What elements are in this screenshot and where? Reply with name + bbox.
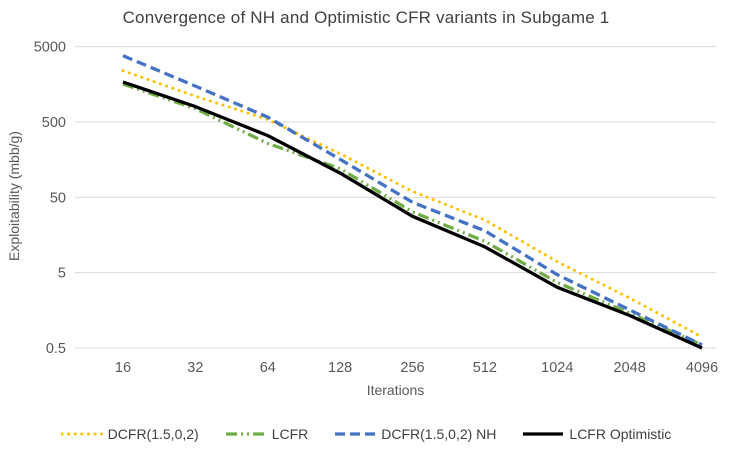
x-tick-label: 1024 <box>541 360 573 376</box>
x-tick-label: 128 <box>328 360 352 376</box>
chart-title: Convergence of NH and Optimistic CFR var… <box>122 8 610 27</box>
legend-label: LCFR Optimistic <box>569 426 672 442</box>
y-tick-label: 0.5 <box>46 341 66 357</box>
y-tick-label: 50 <box>50 190 66 206</box>
y-tick-label: 5000 <box>34 40 66 56</box>
legend-line-sample-icon <box>225 432 266 436</box>
legend-label: DCFR(1.5,0,2) NH <box>381 426 497 442</box>
series-line-lcfr-optimistic <box>122 80 703 350</box>
legend-label: LCFR <box>271 426 309 442</box>
legend-item-lcfr-optimistic[interactable]: LCFR Optimistic <box>522 426 671 442</box>
legend-line-sample-icon <box>523 432 564 436</box>
legend-item-dcfr-1-5-0-2-nh[interactable]: DCFR(1.5,0,2) NH <box>334 426 496 442</box>
plot-area: 5000 500 50 5 0.5 16 32 64 128 256 512 1024 2048 4096 <box>34 40 718 376</box>
legend-line-sample-icon <box>335 432 376 436</box>
series-line-lcfr <box>122 82 703 347</box>
legend: DCFR(1.5,0,2) LCFR DCFR(1.5,0,2) NH LCFR Op… <box>0 426 732 442</box>
y-tick-label: 5 <box>58 266 66 282</box>
x-axis-title: Iterations <box>366 382 425 398</box>
y-axis-title: Exploitability (mbb/g) <box>6 131 22 261</box>
x-tick-label: 256 <box>400 360 424 376</box>
legend-label: DCFR(1.5,0,2) <box>107 426 199 442</box>
legend-line-sample-icon <box>60 432 103 436</box>
x-tick-label: 32 <box>187 360 203 376</box>
x-tick-label: 16 <box>115 360 131 376</box>
legend-item-lcfr[interactable]: LCFR <box>225 426 309 442</box>
x-tick-label: 4096 <box>686 360 718 376</box>
legend-item-dcfr-1-5-0-2[interactable]: DCFR(1.5,0,2) <box>60 426 199 442</box>
x-tick-label: 64 <box>260 360 276 376</box>
y-tick-label: 500 <box>42 115 66 131</box>
x-tick-label: 2048 <box>614 360 646 376</box>
series-line-dcfr-1-5-0-2-nh <box>122 54 703 347</box>
x-tick-label: 512 <box>473 360 497 376</box>
